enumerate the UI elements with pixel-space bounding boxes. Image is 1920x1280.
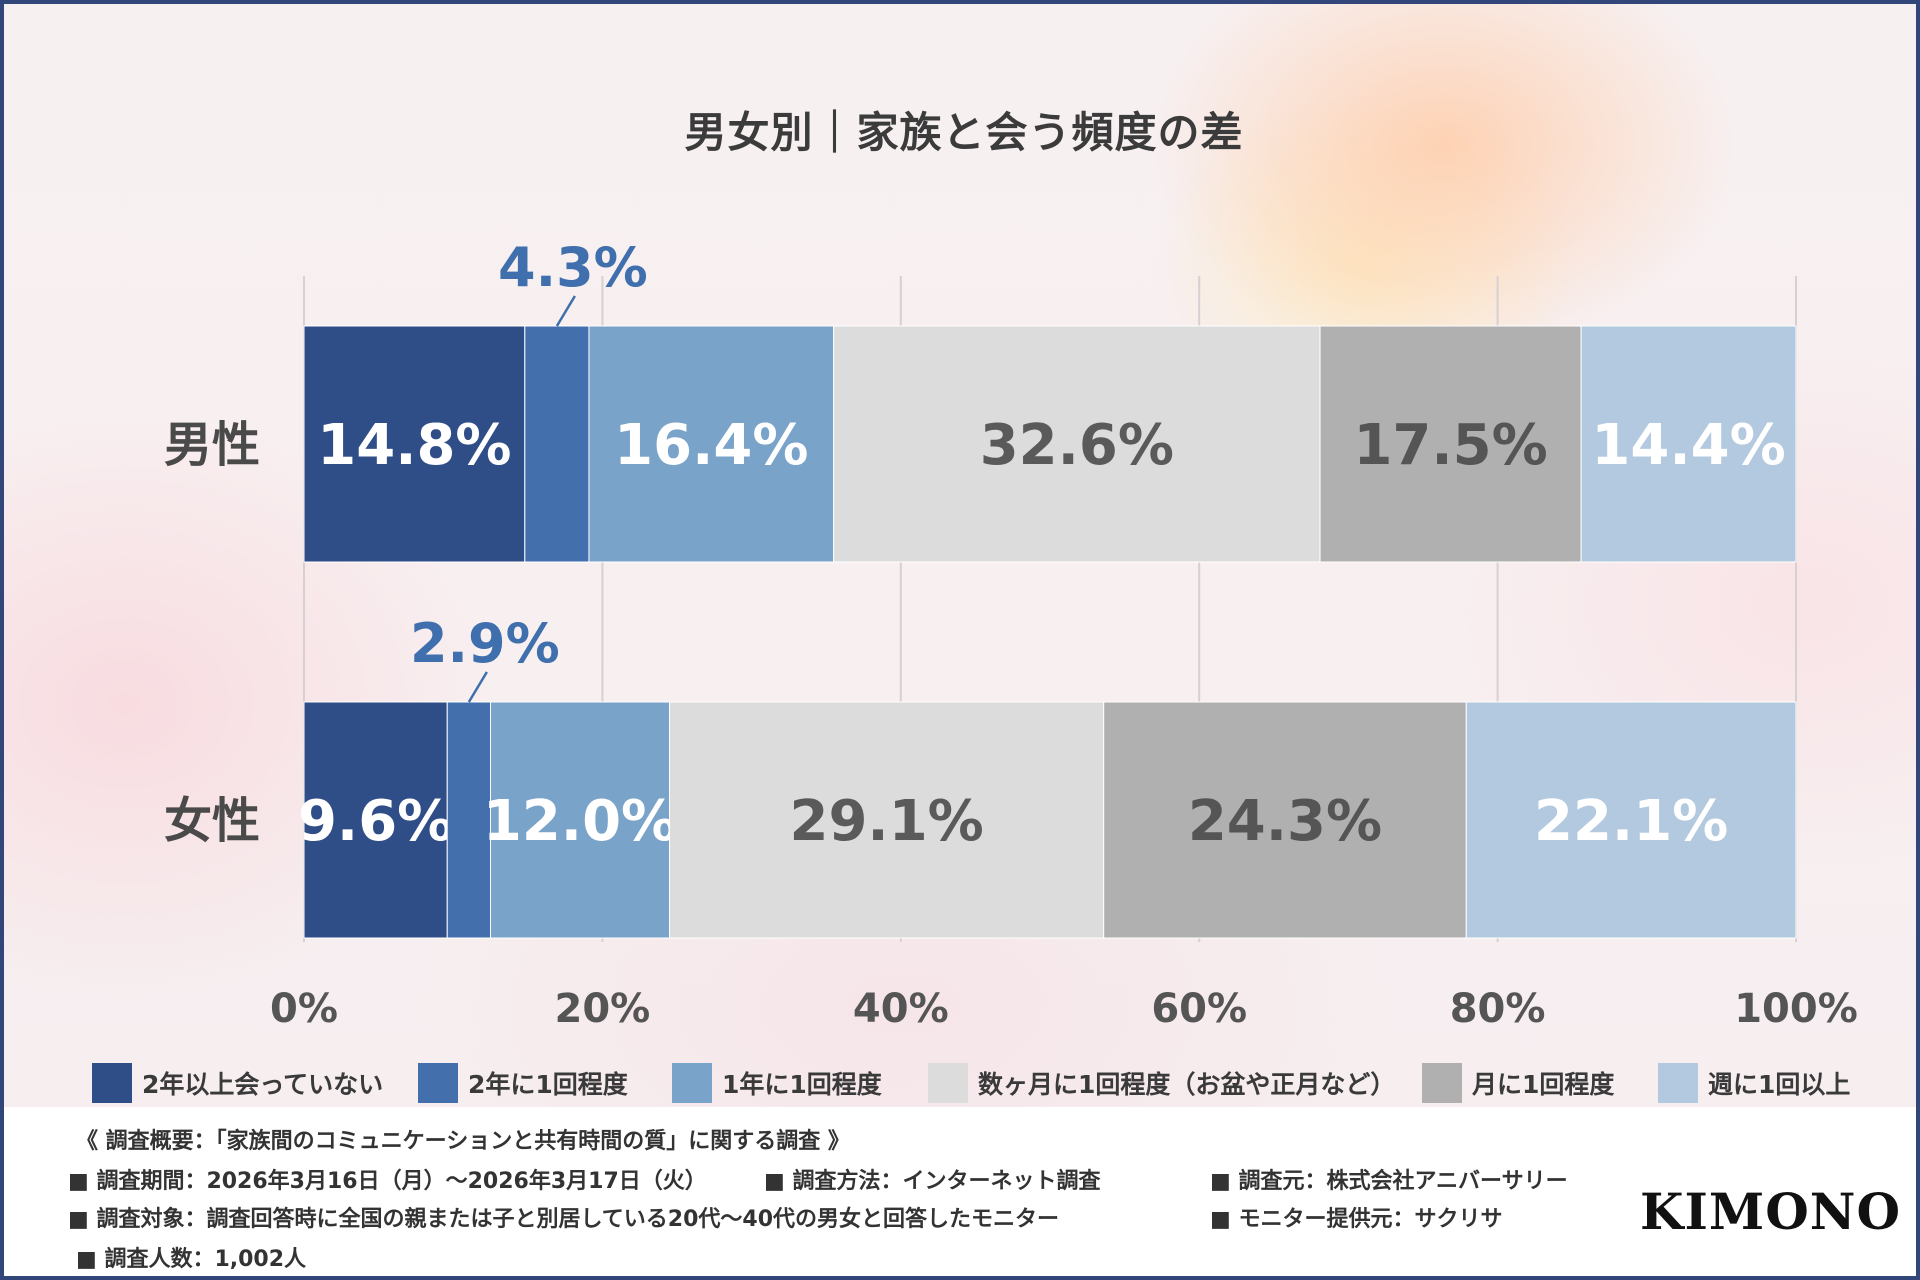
legend-item: 週に1回以上 xyxy=(1658,1060,1850,1106)
bar-segment xyxy=(1103,701,1467,939)
x-tick-label: 100% xyxy=(1734,986,1858,1032)
data-label: 12.0% xyxy=(483,789,677,854)
x-tick-label: 60% xyxy=(1151,986,1247,1032)
legend-swatch xyxy=(1422,1063,1462,1103)
x-tick-label: 40% xyxy=(853,986,949,1032)
survey-footer: 《 調査概要：「家族間のコミュニケーションと共有時間の質」に関する調査 》 ■ … xyxy=(4,1107,1916,1276)
legend-label: 2年に1回程度 xyxy=(468,1070,628,1099)
bar-segment xyxy=(524,325,590,563)
bar-segment xyxy=(833,325,1321,563)
data-label: 17.5% xyxy=(1353,413,1547,478)
bar-segment xyxy=(1465,701,1797,939)
legend-label: 数ヶ月に1回程度（お盆や正月など） xyxy=(978,1070,1396,1099)
legend-label: 1年に1回程度 xyxy=(722,1070,882,1099)
kimono-logo: KIMONO & xyxy=(1640,1182,1920,1241)
bar-segment xyxy=(303,701,448,939)
bar-segment xyxy=(490,701,671,939)
legend-label: 月に1回程度 xyxy=(1472,1070,1615,1099)
data-label: 4.3% xyxy=(498,236,648,299)
data-label: 29.1% xyxy=(789,789,983,854)
data-label: 14.8% xyxy=(317,413,511,478)
bar-segment xyxy=(1319,325,1582,563)
legend-item: 1年に1回程度 xyxy=(672,1060,882,1106)
data-label: 16.4% xyxy=(614,413,808,478)
survey-provider: ■ モニター提供元：サクリサ xyxy=(1210,1207,1503,1232)
legend-swatch xyxy=(672,1063,712,1103)
bar-segment xyxy=(669,701,1105,939)
legend-item: 数ヶ月に1回程度（お盆や正月など） xyxy=(928,1060,1395,1106)
data-label: 9.6% xyxy=(298,789,453,854)
legend-swatch xyxy=(928,1063,968,1103)
survey-period: ■ 調査期間：2026年3月16日（月）～2026年3月17日（火） xyxy=(68,1169,707,1194)
legend-swatch xyxy=(92,1063,132,1103)
x-tick-label: 0% xyxy=(270,986,338,1032)
legend-item: 月に1回程度 xyxy=(1422,1060,1614,1106)
chart-title: 男女別｜家族と会う頻度の差 xyxy=(684,108,1244,157)
x-tick-label: 80% xyxy=(1450,986,1546,1032)
x-tick-label: 20% xyxy=(555,986,651,1032)
legend-item: 2年に1回程度 xyxy=(418,1060,628,1106)
data-label: 32.6% xyxy=(980,413,1174,478)
legend-swatch xyxy=(418,1063,458,1103)
survey-heading: 《 調査概要：「家族間のコミュニケーションと共有時間の質」に関する調査 》 xyxy=(76,1129,850,1154)
survey-organizer: ■ 調査元：株式会社アニバーサリー xyxy=(1210,1169,1568,1194)
category-label: 男性 xyxy=(164,417,260,473)
survey-count: ■ 調査人数：1,002人 xyxy=(76,1247,307,1272)
data-label: 24.3% xyxy=(1188,789,1382,854)
stacked-bar-chart: 0% 20% 40% 60% 80% 100% 男性 14.8% 4.3% 16.4% 32.6% 1… xyxy=(164,236,1858,1032)
bar-segment xyxy=(588,325,835,563)
chart-legend: 2年以上会っていない 2年に1回程度 1年に1回程度 数ヶ月に1回程度（お盆や正月など… xyxy=(92,1060,1892,1110)
survey-target: ■ 調査対象：調査回答時に全国の親または子と別居している20代～40代の男女と回… xyxy=(68,1207,1060,1232)
data-label: 14.4% xyxy=(1591,413,1785,478)
bar-segment xyxy=(1580,325,1797,563)
data-label: 2.9% xyxy=(410,612,560,675)
logo-text: KIMONO xyxy=(1640,1182,1920,1241)
category-label: 女性 xyxy=(164,793,260,849)
callout-line xyxy=(555,295,576,327)
legend-item: 2年以上会っていない xyxy=(92,1060,383,1106)
survey-method: ■ 調査方法：インターネット調査 xyxy=(764,1169,1101,1194)
legend-label: 2年以上会っていない xyxy=(142,1070,384,1099)
legend-swatch xyxy=(1658,1063,1698,1103)
legend-label: 週に1回以上 xyxy=(1708,1070,1851,1099)
data-label: 22.1% xyxy=(1534,789,1728,854)
callout-line xyxy=(467,671,488,703)
